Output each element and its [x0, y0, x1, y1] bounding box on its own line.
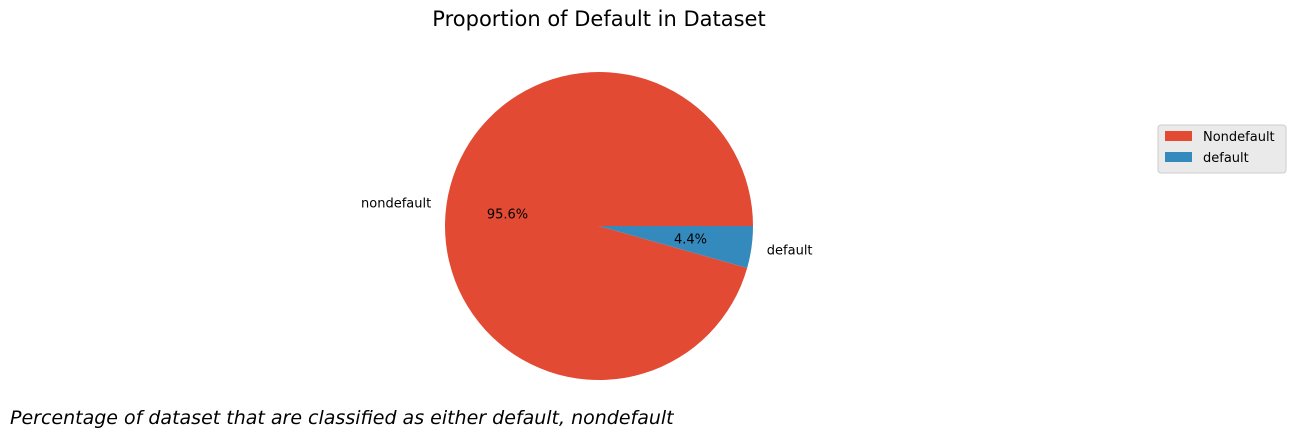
- pct-label-default: 4.4%: [674, 233, 707, 248]
- chart-caption: Percentage of dataset that are classifie…: [10, 407, 675, 429]
- slice-label-nondefault: nondefault: [361, 197, 431, 212]
- pie-slices: [445, 72, 753, 381]
- pct-label-nondefault: 95.6%: [487, 207, 528, 222]
- legend-label-nondefault: Nondefault: [1203, 130, 1275, 145]
- slice-label-default: default: [767, 243, 813, 258]
- legend-swatch-default: [1165, 152, 1192, 162]
- legend: Nondefault default: [1157, 124, 1287, 174]
- legend-swatch-nondefault: [1165, 131, 1192, 141]
- legend-label-default: default: [1203, 151, 1249, 166]
- chart-title: Proportion of Default in Dataset: [432, 7, 765, 31]
- pie-labels: nondefault 95.6% default 4.4%: [361, 197, 813, 259]
- pie-slice-default: [599, 226, 753, 269]
- pie-slice-nondefault: [445, 72, 753, 381]
